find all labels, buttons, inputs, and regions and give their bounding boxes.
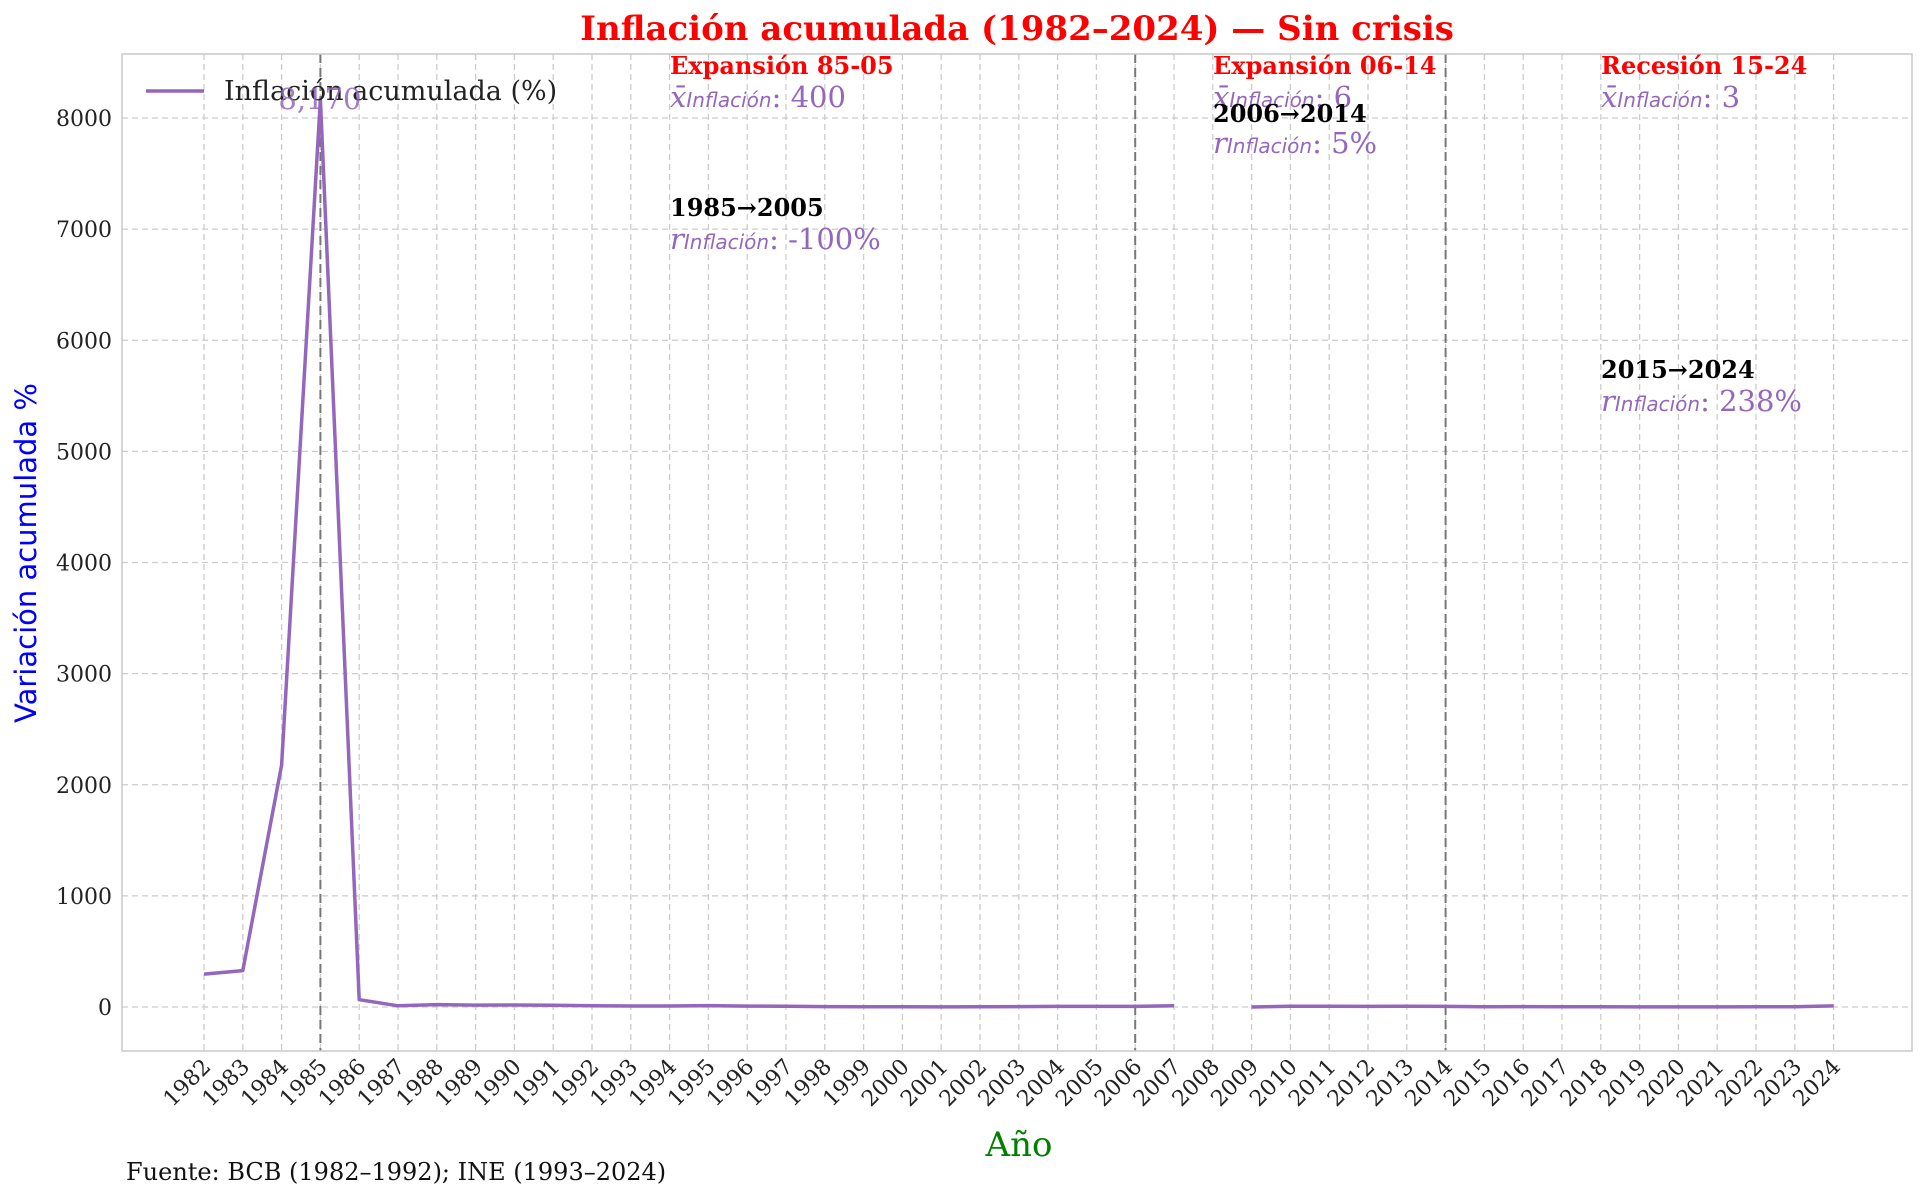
period-change: rInflación: 238% bbox=[1601, 384, 1802, 418]
series-layer bbox=[203, 97, 1834, 1009]
period-mean: x̄Inflación: 400 bbox=[670, 80, 846, 114]
chart-title: Inflación acumulada (1982–2024) — Sin cr… bbox=[580, 9, 1454, 49]
series-line bbox=[203, 97, 1175, 1009]
period-annotation: Expansión 85-05x̄Inflación: 400 1985→2005… bbox=[670, 51, 894, 256]
period-mean: x̄Inflación: 3 bbox=[1601, 80, 1740, 114]
series-line bbox=[1251, 1004, 1834, 1009]
y-tick-label: 3000 bbox=[56, 663, 112, 688]
period-title: Expansión 85-05 bbox=[670, 51, 894, 80]
period-change: rInflación: -100% bbox=[670, 222, 881, 256]
period-annotation: Recesión 15-24x̄Inflación: 3 2015→2024rIn… bbox=[1601, 51, 1807, 418]
y-tick-label: 6000 bbox=[56, 329, 112, 354]
x-axis-ticks: 1982198319841985198619871988198919901991… bbox=[159, 1055, 1846, 1112]
legend-label: Inflación acumulada (%) bbox=[224, 76, 557, 107]
source-note: Fuente: BCB (1982–1992); INE (1993–2024) bbox=[126, 1158, 666, 1186]
plot-frame bbox=[121, 53, 1913, 1052]
period-mean: x̄Inflación: 6 bbox=[1213, 80, 1352, 114]
period-range: 2006→2014 bbox=[1213, 99, 1367, 128]
y-tick-label: 5000 bbox=[56, 440, 112, 465]
period-range: 2015→2024 bbox=[1601, 355, 1755, 384]
period-range: 1985→2005 bbox=[670, 193, 824, 222]
y-tick-label: 8000 bbox=[56, 107, 112, 132]
y-tick-label: 0 bbox=[98, 996, 112, 1021]
legend: Inflación acumulada (%) bbox=[146, 76, 557, 107]
y-tick-label: 2000 bbox=[56, 774, 112, 799]
peak-value-label: 8,170 bbox=[278, 82, 361, 116]
period-annotations: Expansión 85-05x̄Inflación: 400 1985→2005… bbox=[670, 51, 1807, 418]
y-axis-label: Variación acumulada % bbox=[9, 383, 43, 723]
period-title: Expansión 06-14 bbox=[1213, 51, 1437, 80]
y-tick-label: 1000 bbox=[56, 885, 112, 910]
period-change: rInflación: 5% bbox=[1213, 126, 1377, 160]
x-axis-label: Año bbox=[985, 1125, 1053, 1165]
y-axis-ticks: 0 1000 2000 3000 4000 5000 6000 7000 8000 bbox=[56, 107, 112, 1021]
y-tick-label: 4000 bbox=[56, 552, 112, 577]
grid bbox=[122, 54, 1912, 1051]
y-tick-label: 7000 bbox=[56, 218, 112, 243]
period-title: Recesión 15-24 bbox=[1601, 51, 1807, 80]
period-annotation: Expansión 06-14x̄Inflación: 62006→2014rI… bbox=[1213, 51, 1437, 160]
period-dividers bbox=[319, 54, 1447, 1051]
